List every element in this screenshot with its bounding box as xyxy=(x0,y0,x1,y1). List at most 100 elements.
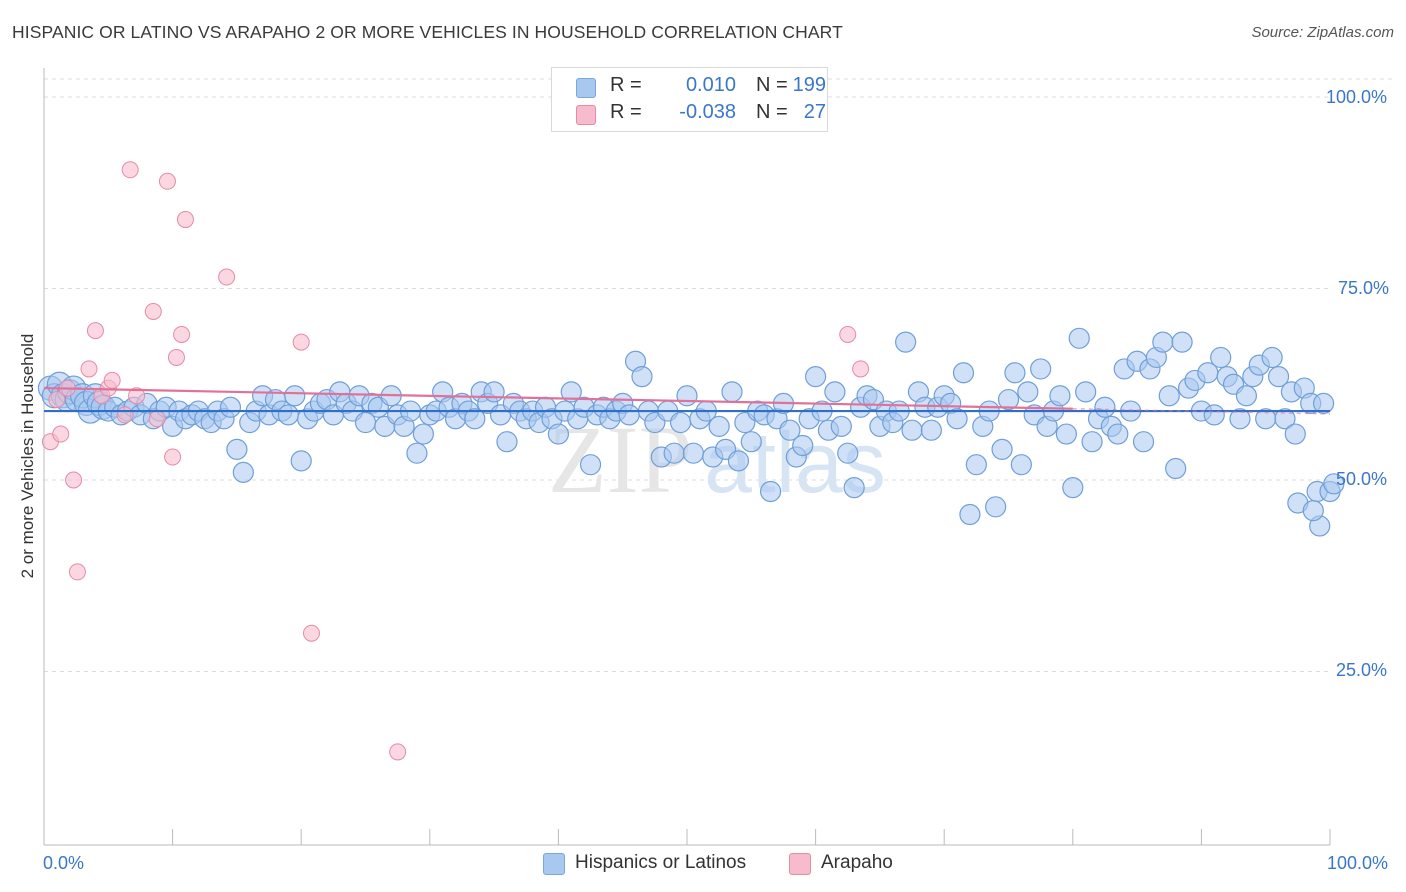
data-point-arapaho xyxy=(148,410,166,428)
data-point-hispanics xyxy=(682,442,705,464)
data-point-hispanics xyxy=(1081,431,1103,453)
data-point-hispanics xyxy=(496,431,518,453)
data-point-hispanics xyxy=(946,408,968,430)
data-point-arapaho xyxy=(48,391,66,409)
stats-legend: R = 0.010 N = 199 R = -0.038 N = 27 xyxy=(551,67,828,132)
legend-r-value: 0.010 xyxy=(685,74,736,96)
data-point-hispanics xyxy=(830,415,852,437)
bottom-legend-label: Hispanics or Latinos xyxy=(575,852,747,873)
data-point-arapaho xyxy=(86,322,104,340)
data-point-arapaho xyxy=(167,348,185,366)
data-point-hispanics xyxy=(631,365,653,388)
data-point-hispanics xyxy=(895,331,917,353)
data-point-arapaho xyxy=(218,268,236,286)
data-point-hispanics xyxy=(1062,477,1084,499)
legend-n-value: 27 xyxy=(803,101,826,123)
data-point-hispanics xyxy=(1075,381,1097,403)
data-point-hispanics xyxy=(219,396,242,418)
data-point-hispanics xyxy=(991,438,1013,460)
data-point-arapaho xyxy=(158,172,176,190)
data-point-arapaho xyxy=(116,406,134,424)
data-point-hispanics xyxy=(792,434,814,457)
data-point-arapaho xyxy=(68,563,86,581)
y-tick-label: 75.0% xyxy=(1338,278,1390,298)
data-point-hispanics xyxy=(1010,454,1032,476)
y-tick-label: 100.0% xyxy=(1326,87,1388,107)
data-point-hispanics xyxy=(1152,331,1174,353)
data-point-hispanics xyxy=(1030,358,1052,380)
data-point-hispanics xyxy=(1049,385,1071,407)
data-point-hispanics xyxy=(1235,385,1258,407)
data-point-hispanics xyxy=(579,454,602,476)
data-point-hispanics xyxy=(1017,381,1039,403)
data-point-hispanics xyxy=(1171,331,1193,353)
data-point-hispanics xyxy=(226,438,248,460)
legend-n-label: N = xyxy=(756,101,788,123)
y-tick-label: 50.0% xyxy=(1336,469,1388,489)
data-point-hispanics xyxy=(759,480,782,503)
y-tick-label: 25.0% xyxy=(1336,660,1388,680)
data-point-hispanics xyxy=(837,442,859,464)
data-point-hispanics xyxy=(232,461,254,483)
data-point-arapaho xyxy=(389,743,407,761)
legend-r-value: -0.038 xyxy=(679,101,736,123)
legend-n-label: N = xyxy=(756,74,788,96)
data-point-hispanics xyxy=(618,404,640,426)
data-point-hispanics xyxy=(727,450,750,472)
data-point-hispanics xyxy=(779,419,801,441)
data-point-hispanics xyxy=(547,423,570,445)
data-point-hispanics xyxy=(1203,404,1225,426)
data-point-hispanics xyxy=(663,442,685,464)
data-point-hispanics xyxy=(669,411,692,434)
data-point-hispanics xyxy=(412,423,434,445)
trend-line-arapaho-extension xyxy=(1072,408,1331,415)
data-point-hispanics xyxy=(1229,408,1251,430)
data-point-hispanics xyxy=(464,408,486,430)
data-point-hispanics xyxy=(708,415,730,437)
trend-line-arapaho xyxy=(43,386,1073,410)
trend-lines xyxy=(43,386,1331,415)
data-point-hispanics xyxy=(901,419,923,441)
data-point-hispanics xyxy=(483,381,505,403)
data-point-arapaho xyxy=(173,325,191,343)
data-point-hispanics xyxy=(952,362,975,384)
data-point-hispanics xyxy=(1261,346,1283,369)
data-point-arapaho xyxy=(128,387,146,405)
data-point-arapaho xyxy=(839,325,857,343)
data-point-hispanics xyxy=(1158,385,1180,407)
legend-r-label: R = xyxy=(610,101,642,123)
source-label: Source: ZipAtlas.com xyxy=(1251,24,1394,41)
data-point-hispanics xyxy=(959,503,981,526)
data-point-hispanics xyxy=(1323,473,1345,495)
bottom-legend-swatch-hispanics xyxy=(543,853,565,875)
data-point-hispanics xyxy=(965,454,987,476)
data-point-arapaho xyxy=(103,371,121,389)
data-point-hispanics xyxy=(1210,346,1232,369)
data-point-hispanics xyxy=(740,431,762,453)
x-tick-label-max: 100.0% xyxy=(1327,853,1389,873)
data-point-hispanics xyxy=(1068,327,1090,349)
legend-n-value: 199 xyxy=(792,74,826,96)
data-point-hispanics xyxy=(985,496,1007,518)
data-point-hispanics xyxy=(1165,457,1187,480)
data-point-hispanics xyxy=(406,442,428,464)
legend-swatch-hispanics xyxy=(576,78,596,98)
data-point-arapaho xyxy=(144,302,162,320)
data-point-hispanics xyxy=(1004,362,1026,384)
data-point-hispanics xyxy=(721,381,743,403)
data-point-arapaho xyxy=(176,211,194,229)
data-point-hispanics xyxy=(284,385,306,407)
data-point-hispanics xyxy=(1284,423,1306,445)
axes xyxy=(43,68,1331,846)
bottom-legend-swatch-arapaho xyxy=(789,853,811,875)
data-point-hispanics xyxy=(1094,396,1116,418)
bottom-legend-label: Arapaho xyxy=(821,852,893,873)
data-point-arapaho xyxy=(52,425,70,443)
data-point-hispanics xyxy=(676,385,698,407)
data-point-hispanics xyxy=(920,419,942,441)
data-point-hispanics xyxy=(997,388,1020,411)
y-axis-title: 2 or more Vehicles in Household xyxy=(18,333,37,579)
data-point-arapaho xyxy=(121,161,139,179)
data-point-hispanics xyxy=(1132,431,1155,453)
